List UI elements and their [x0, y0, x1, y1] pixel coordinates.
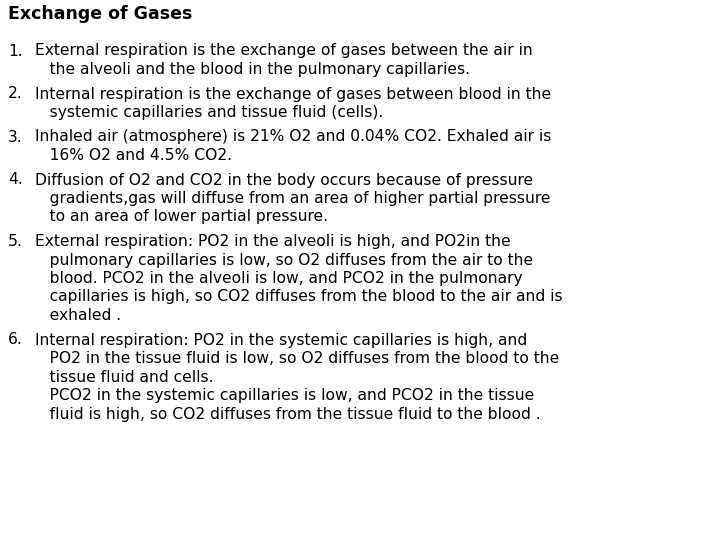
Text: 5.: 5. — [8, 234, 23, 249]
Text: Inhaled air (atmosphere) is 21% O2 and 0.04% CO2. Exhaled air is: Inhaled air (atmosphere) is 21% O2 and 0… — [35, 130, 552, 145]
Text: PCO2 in the systemic capillaries is low, and PCO2 in the tissue: PCO2 in the systemic capillaries is low,… — [35, 388, 534, 403]
Text: fluid is high, so CO2 diffuses from the tissue fluid to the blood .: fluid is high, so CO2 diffuses from the … — [35, 407, 541, 422]
Text: Internal respiration: PO2 in the systemic capillaries is high, and: Internal respiration: PO2 in the systemi… — [35, 333, 527, 348]
Text: 1.: 1. — [8, 44, 22, 58]
Text: 4.: 4. — [8, 172, 23, 187]
Text: tissue fluid and cells.: tissue fluid and cells. — [35, 369, 214, 384]
Text: pulmonary capillaries is low, so O2 diffuses from the air to the: pulmonary capillaries is low, so O2 diff… — [35, 253, 533, 267]
Text: 6.: 6. — [8, 333, 23, 348]
Text: External respiration: PO2 in the alveoli is high, and PO2in the: External respiration: PO2 in the alveoli… — [35, 234, 510, 249]
Text: Diffusion of O2 and CO2 in the body occurs because of pressure: Diffusion of O2 and CO2 in the body occu… — [35, 172, 533, 187]
Text: to an area of lower partial pressure.: to an area of lower partial pressure. — [35, 210, 328, 225]
Text: capillaries is high, so CO2 diffuses from the blood to the air and is: capillaries is high, so CO2 diffuses fro… — [35, 289, 562, 305]
Text: blood. PCO2 in the alveoli is low, and PCO2 in the pulmonary: blood. PCO2 in the alveoli is low, and P… — [35, 271, 523, 286]
Text: Internal respiration is the exchange of gases between blood in the: Internal respiration is the exchange of … — [35, 86, 551, 102]
Text: 16% O2 and 4.5% CO2.: 16% O2 and 4.5% CO2. — [35, 148, 232, 163]
Text: 2.: 2. — [8, 86, 22, 102]
Text: External respiration is the exchange of gases between the air in: External respiration is the exchange of … — [35, 44, 533, 58]
Text: 3.: 3. — [8, 130, 22, 145]
Text: Exchange of Gases: Exchange of Gases — [8, 5, 192, 23]
Text: gradients,gas will diffuse from an area of higher partial pressure: gradients,gas will diffuse from an area … — [35, 191, 551, 206]
Text: exhaled .: exhaled . — [35, 308, 121, 323]
Text: systemic capillaries and tissue fluid (cells).: systemic capillaries and tissue fluid (c… — [35, 105, 383, 120]
Text: PO2 in the tissue fluid is low, so O2 diffuses from the blood to the: PO2 in the tissue fluid is low, so O2 di… — [35, 351, 559, 366]
Text: the alveoli and the blood in the pulmonary capillaries.: the alveoli and the blood in the pulmona… — [35, 62, 470, 77]
